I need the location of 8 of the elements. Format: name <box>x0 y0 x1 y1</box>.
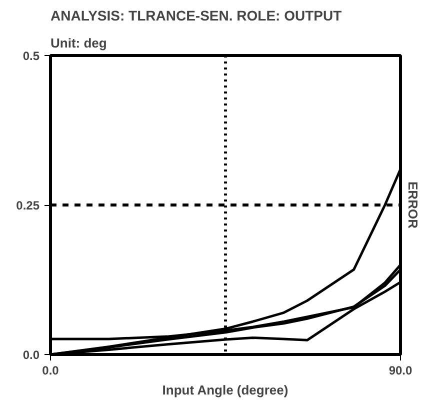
x-axis-title: Input Angle (degree) <box>162 382 288 398</box>
y-tick-label: 0.5 <box>22 49 40 63</box>
chart-subtitle: Unit: deg <box>50 36 107 50</box>
x-tick-label: 90.0 <box>388 364 413 378</box>
y-tick-label: 0.25 <box>16 198 40 212</box>
chart-title: ANALYSIS: TLRANCE-SEN. ROLE: OUTPUT <box>50 8 342 24</box>
y-axis-title: ERROR <box>406 182 420 230</box>
y-tick-label: 0.0 <box>22 348 40 362</box>
